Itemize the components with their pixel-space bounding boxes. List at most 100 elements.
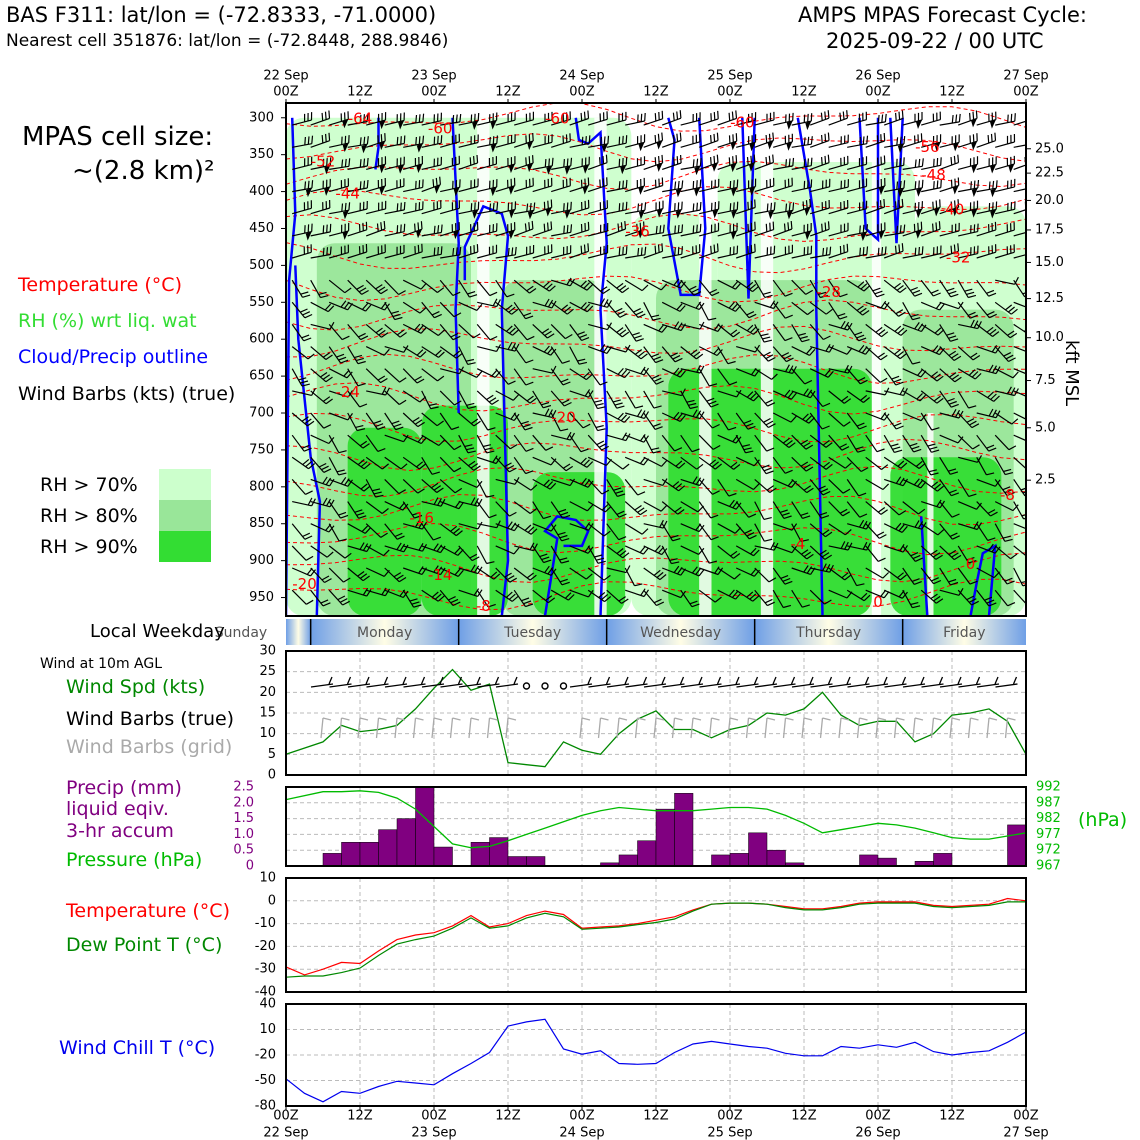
wind-barb [421,456,440,475]
wind-barb [921,134,942,148]
wind-barb [569,389,594,398]
wind-barb [365,501,389,514]
wind-barb-flag [324,186,331,196]
wind-barb [846,567,865,587]
true-wind-barb [440,676,463,688]
wind-barb [1013,434,1026,442]
wind-barb [310,390,333,405]
wind-barb [476,567,501,580]
wind-barb [476,545,495,565]
grid-wind-barb [412,717,424,739]
wind-barb [865,523,887,539]
windchill-panel: 40 10 -20 -50 -80 [255,997,1027,1114]
true-wind-barb [384,676,408,688]
wind-barb [773,523,798,531]
wind-barb [883,434,903,453]
wind-barb [809,324,831,341]
wind-tick-label: 10 [259,726,276,741]
wind-barb [310,110,331,126]
true-wind-barb [680,676,704,688]
wind-barb [920,589,944,604]
wind-barb-flag [675,188,682,198]
wind-barb [476,589,496,608]
wind-barb [606,412,631,423]
wind-barb [939,456,959,475]
wind-barb [403,135,425,148]
day-label-bottom: 23 Sep [411,1126,456,1140]
wind-barb [661,501,685,515]
wind-barb [717,323,741,338]
wind-barb [846,301,870,316]
wind-barb [735,279,760,293]
wind-barb [976,501,998,517]
wind-barb [532,279,556,292]
wind-barb [514,542,538,552]
grid-wind-barb [875,717,887,739]
wind-barb [421,434,446,447]
wind-barb [625,221,645,237]
wind-barb [717,499,742,510]
wind-barb [366,112,387,126]
temperature-label: -8 [476,597,491,615]
wind-barb [698,368,718,387]
wind-barb [458,244,479,259]
wind-barb [440,222,460,237]
wind-barb [865,346,888,361]
wind-barb [625,202,647,215]
precip-legend-3: 3-hr accum [66,820,174,842]
grid-wind-barb [431,717,443,739]
wind-barb [347,136,369,148]
wind-barb-flag [546,165,553,175]
wind-barb [513,346,534,364]
cross-section-content: -64-60-60 -60-56-52-48-44-40-36-32-28-24-… [286,103,1026,616]
wind-barb [347,412,366,432]
hour-label-top: 12Z [495,85,521,100]
wind-barb [624,279,649,292]
wind-barb [754,346,776,362]
wind-barb [995,178,1016,193]
pressure-tick-label: 972 [1036,843,1061,858]
wind-barb [865,368,888,383]
wind-barb [846,501,868,518]
hour-label-top: 00Z [421,85,447,100]
wind-barb [550,412,569,432]
wind-barb [495,589,519,602]
wind-barb [347,179,369,193]
wind-barb [292,156,313,170]
wind-barb [1013,157,1026,170]
temperature-label: -32 [946,249,971,267]
wind-barb-flag [342,210,349,220]
wind-barb [514,155,534,170]
rh-gap [699,117,712,616]
windchill-tick-label: 10 [259,1022,276,1037]
wind-barb [791,589,810,608]
wind-barb [736,221,756,237]
wind-barb [569,501,594,512]
wind-barb [513,456,534,475]
wind-barb [661,367,686,378]
wind-barb-flag [342,230,349,240]
kft-tick-label: 17.5 [1035,222,1064,237]
wind-barb [791,136,813,148]
grid-wind-barb [1004,717,1016,739]
wind-barb [310,157,332,170]
wind-barb [754,368,778,380]
wind-barb-flag [545,207,552,217]
wind-barb [791,301,815,316]
wind-barb [883,522,908,533]
wind-barb [754,434,775,452]
wind-barb [994,589,1016,607]
wind-barb [606,456,630,470]
wind-barb [495,323,519,336]
temperature-label: -52 [311,153,336,171]
wind-barb [624,390,644,409]
wind-barb [347,279,369,295]
wind-barb [939,154,960,170]
wind-barb [495,434,518,450]
wind-barb-flag [305,188,312,198]
wind-barb [717,368,738,386]
wind-barb [976,434,997,452]
wind-barb [569,589,594,598]
precip-tick-label: 1.0 [233,827,254,842]
wind-barb-flag [472,121,479,130]
